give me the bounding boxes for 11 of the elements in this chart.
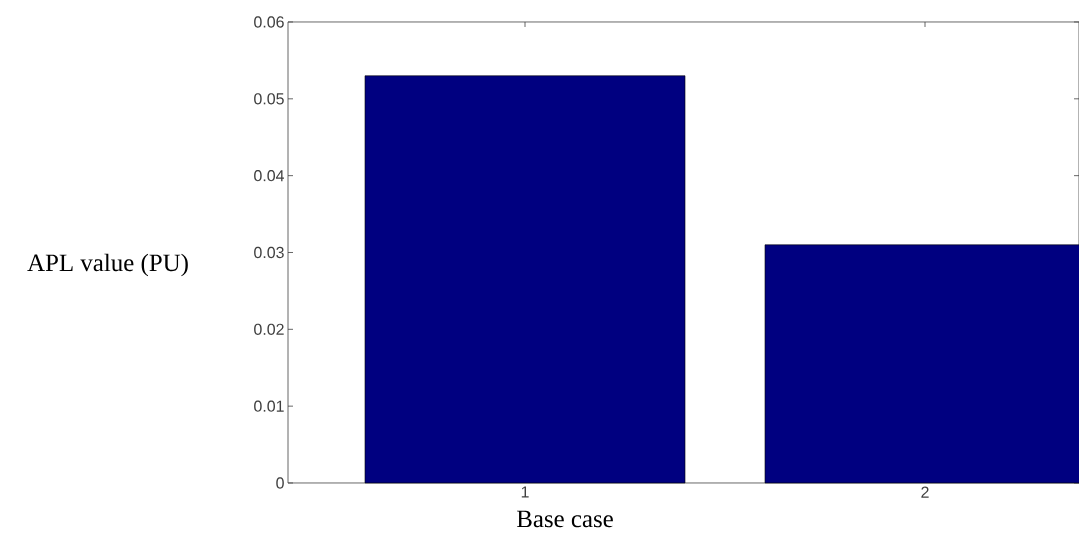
x-axis-title: Base case bbox=[516, 510, 613, 528]
y-tick-label: 0.03 bbox=[254, 246, 284, 259]
x-tick-label: 2 bbox=[921, 486, 929, 498]
y-tick-label: 0 bbox=[276, 477, 284, 489]
y-axis-title: APL value (PU) bbox=[27, 253, 188, 277]
y-tick-label: 0.05 bbox=[254, 93, 284, 105]
y-tick-label: 0.02 bbox=[254, 323, 284, 335]
x-tick-label: 1 bbox=[521, 486, 529, 498]
y-tick-label: 0.04 bbox=[254, 170, 285, 182]
y-tick-label: 0.01 bbox=[254, 400, 284, 412]
y-tick-label: 0.06 bbox=[254, 16, 284, 28]
